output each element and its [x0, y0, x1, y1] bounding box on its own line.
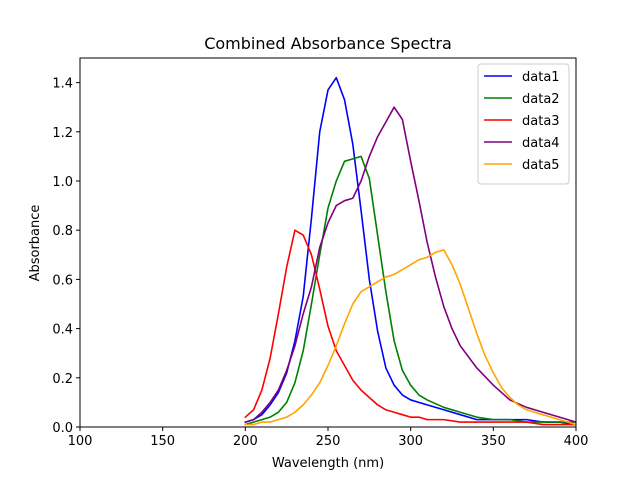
legend-label-data2: data2 — [522, 92, 560, 107]
y-axis-label: Absorbance — [28, 205, 43, 282]
y-tick-label: 1.0 — [52, 175, 73, 190]
legend-label-data3: data3 — [522, 114, 560, 129]
legend: data1 data2 data3 data4 data5 — [477, 63, 570, 185]
y-tick-label: 1.2 — [52, 126, 73, 141]
x-axis-label: Wavelength (nm) — [272, 456, 384, 471]
y-tick-label: 1.4 — [52, 77, 73, 92]
series-line-data5 — [244, 249, 576, 426]
series-lines — [244, 76, 576, 426]
y-tick-label: 0.0 — [52, 421, 73, 436]
y-tick-label: 0.6 — [52, 273, 73, 288]
x-tick-label: 200 — [233, 434, 258, 449]
x-tick-label: 100 — [68, 434, 93, 449]
chart-title: Combined Absorbance Spectra — [204, 34, 452, 53]
x-tick-label: 350 — [481, 434, 506, 449]
x-tick-label: 300 — [398, 434, 423, 449]
y-tick-label: 0.4 — [52, 323, 73, 338]
legend-label-data1: data1 — [522, 70, 560, 85]
x-tick-label: 400 — [564, 434, 589, 449]
plot-area: 100 150 200 250 300 350 400 0.0 0.2 0.4 0.6 0.8 1.0 1… — [52, 57, 589, 449]
series-line-data4 — [244, 106, 576, 424]
series-line-data2 — [244, 155, 576, 426]
x-tick-label: 250 — [316, 434, 341, 449]
legend-box — [477, 63, 570, 185]
x-tick-label: 150 — [150, 434, 175, 449]
legend-label-data4: data4 — [522, 136, 560, 151]
y-tick-label: 0.8 — [52, 224, 73, 239]
series-line-data3 — [244, 229, 576, 426]
legend-label-data5: data5 — [522, 158, 560, 173]
y-tick-label: 0.2 — [52, 372, 73, 387]
